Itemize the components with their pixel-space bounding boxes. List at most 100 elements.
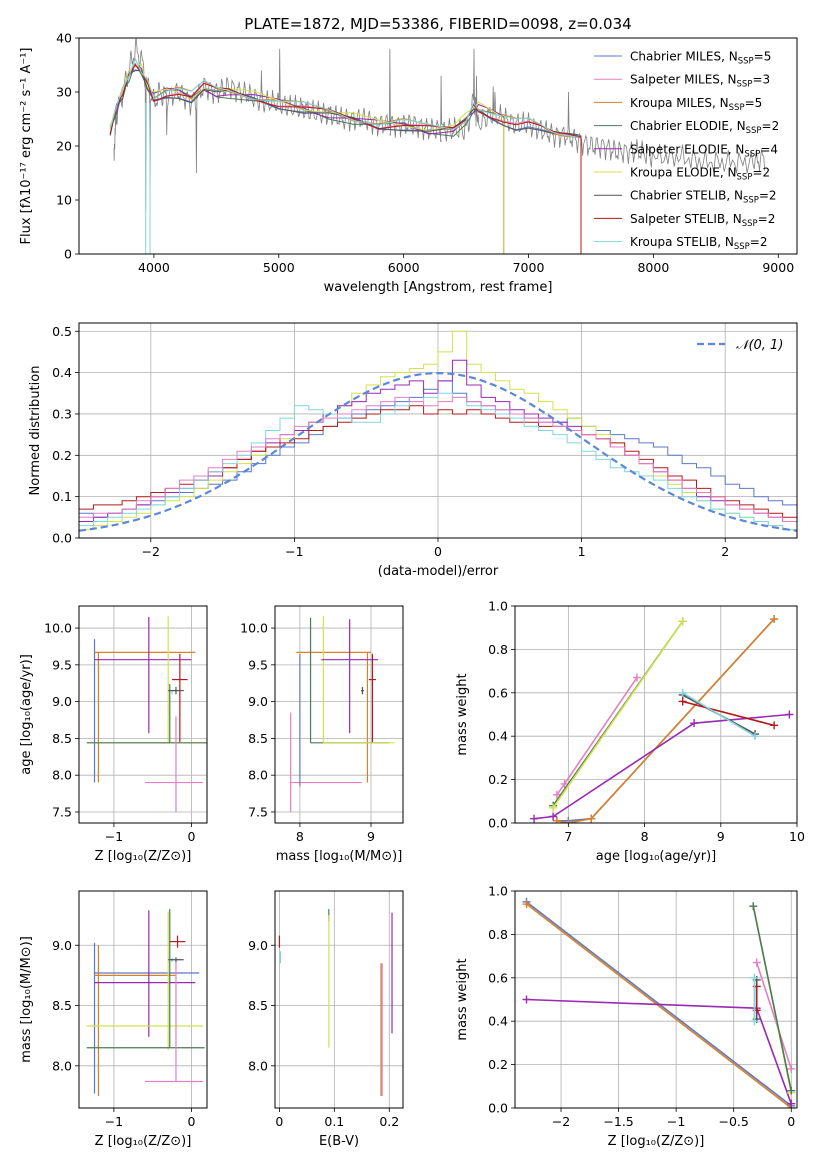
y-tick-label: 9.0 [52, 694, 72, 709]
legend-sub: SSP [737, 173, 753, 183]
plus-marker [787, 1086, 796, 1095]
plus-marker [678, 697, 687, 706]
errorbar-chabrier-stelib [168, 686, 184, 695]
errorbar-salpeter-stelib [368, 653, 376, 743]
legend-text: =2 [752, 166, 770, 180]
x-tick-label: −1 [105, 829, 123, 844]
y-axis-label: age [log₁₀(age/yr)] [19, 654, 34, 775]
legend-sub: SSP [742, 219, 758, 229]
model-line-chabrier-stelib [109, 69, 579, 136]
x-axis-label: Z [log₁₀(Z/Z⊙)] [95, 849, 192, 864]
x-axis-label: (data-model)/error [378, 564, 499, 579]
plus-marker [751, 732, 760, 741]
errorbar-chabrier-stelib [361, 686, 364, 695]
plus-marker [632, 673, 641, 682]
axes-weight-vs-z: −2 −1.5 −1 −0.5 0 0.0 0.2 0.4 0.6 0.8 1.0 Z [log₁₀(… [455, 884, 798, 1149]
y-tick-label: 0.3 [52, 406, 72, 421]
y-tick-label: 7.5 [52, 804, 72, 819]
plus-marker [530, 814, 539, 823]
histogram-kroupa-stelib [79, 392, 797, 531]
y-tick-label: 0.4 [52, 365, 72, 380]
plot-area [275, 606, 403, 823]
errorbar-kroupa-elodie [322, 616, 395, 744]
plot-area [515, 891, 797, 1108]
y-tick-label: 30 [56, 85, 72, 100]
plus-marker [549, 812, 558, 821]
chart-title: PLATE=1872, MJD=53386, FIBERID=0098, z=0… [244, 15, 631, 33]
errorbar-chabrier-stelib [168, 957, 184, 963]
x-axis-label: Z [log₁₀(Z/Z⊙)] [95, 1134, 192, 1149]
y-axis-label: Flux [fλ10⁻¹⁷ erg cm⁻² s⁻¹ A⁻¹] [19, 48, 34, 245]
plus-marker [678, 688, 687, 697]
legend-label: Salpeter MILES, NSSP=3 [630, 73, 770, 90]
y-tick-label: 0.2 [488, 772, 508, 787]
x-tick-label: 8 [296, 829, 304, 844]
x-tick-label: 0 [188, 829, 196, 844]
x-tick-label: 0 [188, 1114, 196, 1129]
plus-marker [749, 902, 758, 911]
x-tick-label: 9 [367, 829, 375, 844]
plot-area [275, 891, 403, 1108]
legend-label: Chabrier ELODIE, NSSP=2 [630, 119, 779, 136]
axes-spectrum: 4000 5000 6000 7000 8000 9000 0 10 20 30 40 wavelen… [19, 15, 798, 295]
y-tick-label: 9.0 [248, 694, 268, 709]
plus-marker [549, 803, 558, 812]
legend-text: Salpeter ELODIE, N [630, 142, 744, 156]
legend-sub: SSP [737, 80, 753, 90]
y-tick-label: 0.1 [52, 489, 72, 504]
legend-text: =5 [754, 50, 772, 64]
errorbar-salpeter-miles [290, 712, 362, 812]
axes-mass-vs-ebv: 0 0.1 0.2 8.0 8.5 9.0 E(B-V) [248, 890, 404, 1149]
y-tick-label: 0.0 [488, 816, 508, 831]
legend-text: Kroupa MILES, N [630, 96, 729, 110]
model-line-kroupa-stelib [109, 57, 579, 138]
axes-frame [274, 605, 404, 824]
y-tick-label: 10.0 [240, 621, 268, 636]
legend-sub: SSP [746, 126, 762, 136]
legend-text: Chabrier MILES, N [630, 50, 738, 64]
plus-marker [750, 1017, 759, 1026]
axes-weight-vs-age: 7 8 9 10 0.0 0.2 0.4 0.6 0.8 1.0 age [log₁₀(age/yr… [455, 599, 805, 865]
legend: 𝒩(0, 1) [697, 338, 783, 353]
legend-text: =4 [760, 142, 778, 156]
plus-marker [678, 617, 687, 626]
errorbar-kroupa-elodie [86, 911, 204, 1051]
legend-label: Kroupa MILES, NSSP=5 [630, 96, 762, 113]
x-tick-label: 7000 [513, 260, 545, 275]
y-tick-label: 0.2 [52, 448, 72, 463]
legend-text: Kroupa ELODIE, N [630, 166, 737, 180]
weight-line-kroupa-stelib [682, 692, 756, 737]
axes-frame [514, 605, 798, 824]
x-axis-label: E(B-V) [319, 1134, 359, 1149]
plus-marker [587, 814, 596, 823]
weight-line-kroupa-miles [556, 618, 775, 823]
legend-text: Kroupa STELIB, N [630, 235, 734, 249]
plus-marker [560, 779, 569, 788]
x-tick-label: 0 [787, 1114, 795, 1129]
x-tick-label: −0.5 [719, 1114, 749, 1129]
plus-marker [770, 615, 779, 624]
x-tick-label: 1 [578, 544, 586, 559]
axes-frame [514, 890, 798, 1109]
histogram-kroupa-elodie [79, 330, 797, 531]
legend-text: Chabrier STELIB, N [630, 189, 743, 203]
legend-label: Chabrier MILES, NSSP=5 [630, 50, 771, 67]
plus-marker [752, 958, 761, 967]
y-tick-label: 9.5 [52, 657, 72, 672]
weight-line-salpeter-miles [755, 962, 792, 1070]
legend-sub: SSP [738, 57, 754, 67]
plot-area [79, 606, 207, 823]
legend-label: Kroupa STELIB, NSSP=2 [630, 235, 768, 252]
plus-marker [787, 1099, 796, 1108]
x-axis-label: mass [log₁₀(M/M⊙)] [276, 849, 403, 864]
y-tick-label: 0.5 [52, 324, 72, 339]
legend-text: Chabrier ELODIE, N [630, 119, 746, 133]
errorbar-salpeter-miles [144, 960, 204, 1083]
x-tick-label: −2 [552, 1114, 570, 1129]
axes-age-vs-z: −1 0 7.5 8.0 8.5 9.0 9.5 10.0 Z [log₁₀(Z/Z⊙)] age… [19, 605, 208, 864]
y-tick-label: 0 [64, 247, 72, 262]
x-tick-label: 0.1 [324, 1114, 344, 1129]
y-tick-label: 8.0 [52, 768, 72, 783]
x-axis-label: wavelength [Angstrom, rest frame] [324, 280, 553, 295]
